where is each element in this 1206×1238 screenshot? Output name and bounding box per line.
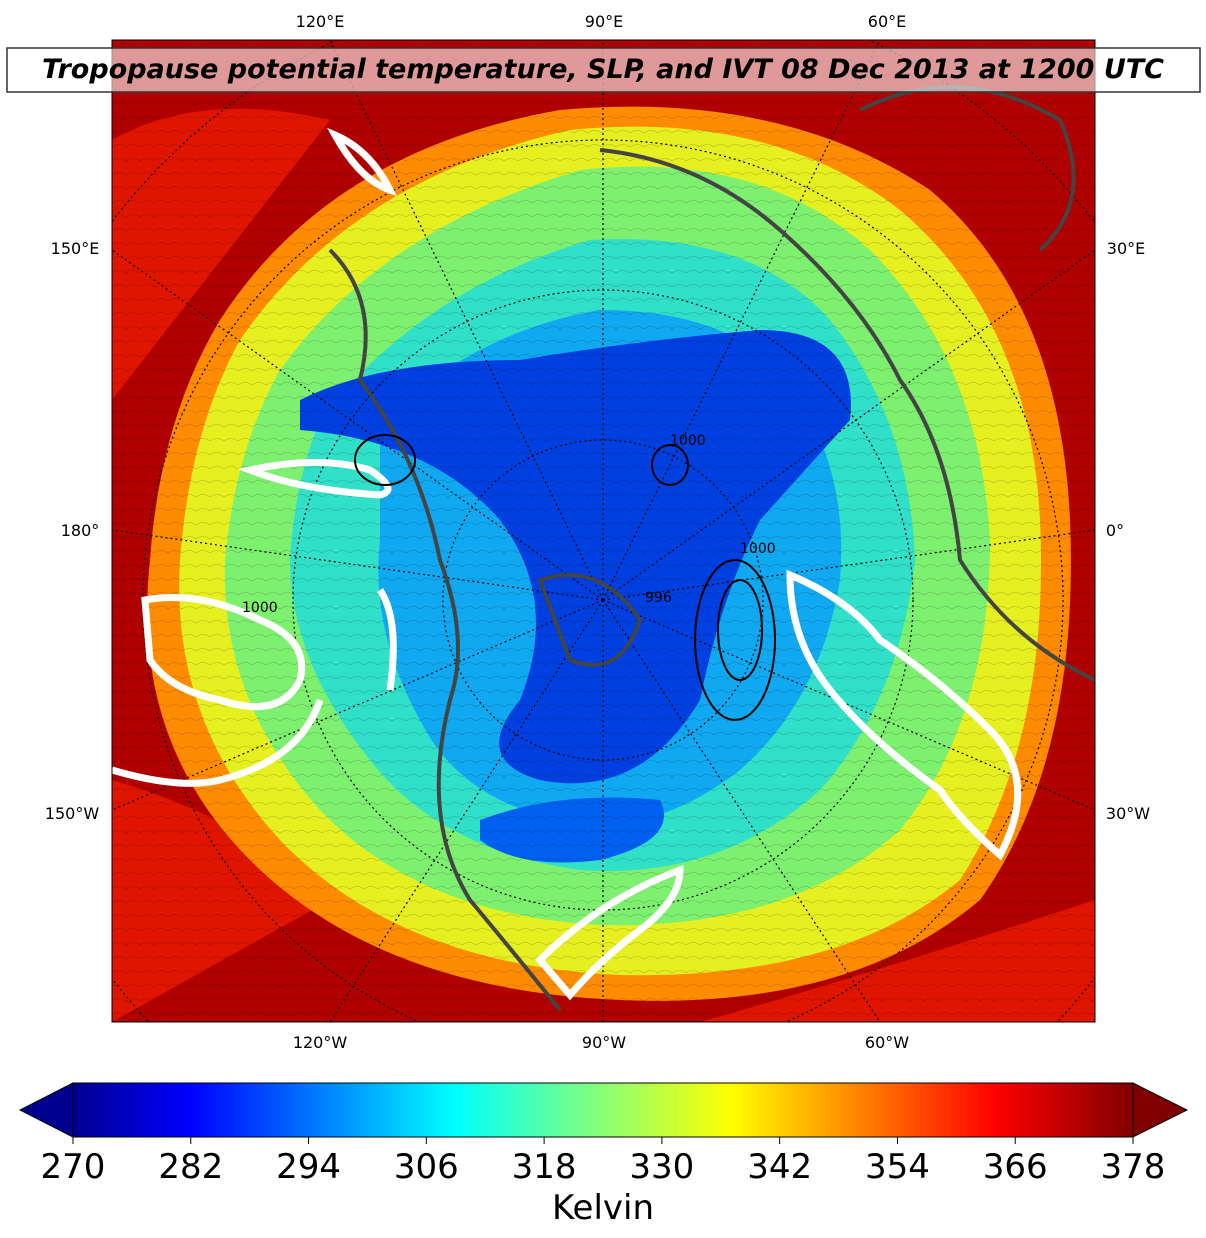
colorbar-extend [1132,1082,1189,1138]
colorbar-tick-label: 330 [629,1147,694,1187]
colorbar-tick-label: 378 [1101,1147,1166,1187]
contour-label: 1000 [670,433,706,449]
lon-label: 120°E [296,12,345,31]
colorbar-tick-label: 318 [512,1147,577,1187]
contour-label: 996 [645,590,672,606]
contour-labels: 1000 1000 996 1000 [242,433,776,616]
lon-label: 120°W [293,1033,348,1052]
colorbar-tick-label: 294 [276,1147,341,1187]
colorbar-tick-label: 354 [865,1147,930,1187]
map-frame [111,39,1096,1023]
colorbar-extend [18,1082,74,1138]
contour-label: 1000 [740,541,776,557]
lon-label: 60°E [868,12,906,31]
contours [112,40,1095,1022]
lon-label: 30°W [1106,804,1150,823]
colorbar-tick-label: 270 [41,1147,106,1187]
colorbar-tick-label: 282 [158,1147,223,1187]
title: Tropopause potential temperature, SLP, a… [42,54,1164,85]
coastlines [328,85,1095,1012]
lon-label: 150°W [45,804,100,823]
lon-label: 90°W [582,1033,626,1052]
lon-label: 180° [61,521,100,540]
contour-label: 1000 [242,600,278,616]
lon-labels: 120°E 90°E 60°E 150°E 180° 150°W 30°E 0°… [45,12,1150,1052]
lon-label: 0° [1106,521,1124,540]
lon-label: 90°E [585,12,623,31]
title-box [6,47,1201,93]
colorbar-tick-label: 366 [983,1147,1048,1187]
colorbar-tick-label: 306 [394,1147,459,1187]
colorbar: 270 282 294 306 318 330 342 354 366 378 [18,1082,1189,1187]
colorbar-tick-label: 342 [747,1147,812,1187]
lon-label: 30°E [1107,239,1145,258]
slp-contours [354,434,776,721]
lon-label: 60°W [865,1033,909,1052]
colorbar-body [72,1082,1134,1138]
lon-label: 150°E [51,239,100,258]
colorbar-label: Kelvin [552,1188,654,1228]
ivt-contours [112,127,1022,1001]
